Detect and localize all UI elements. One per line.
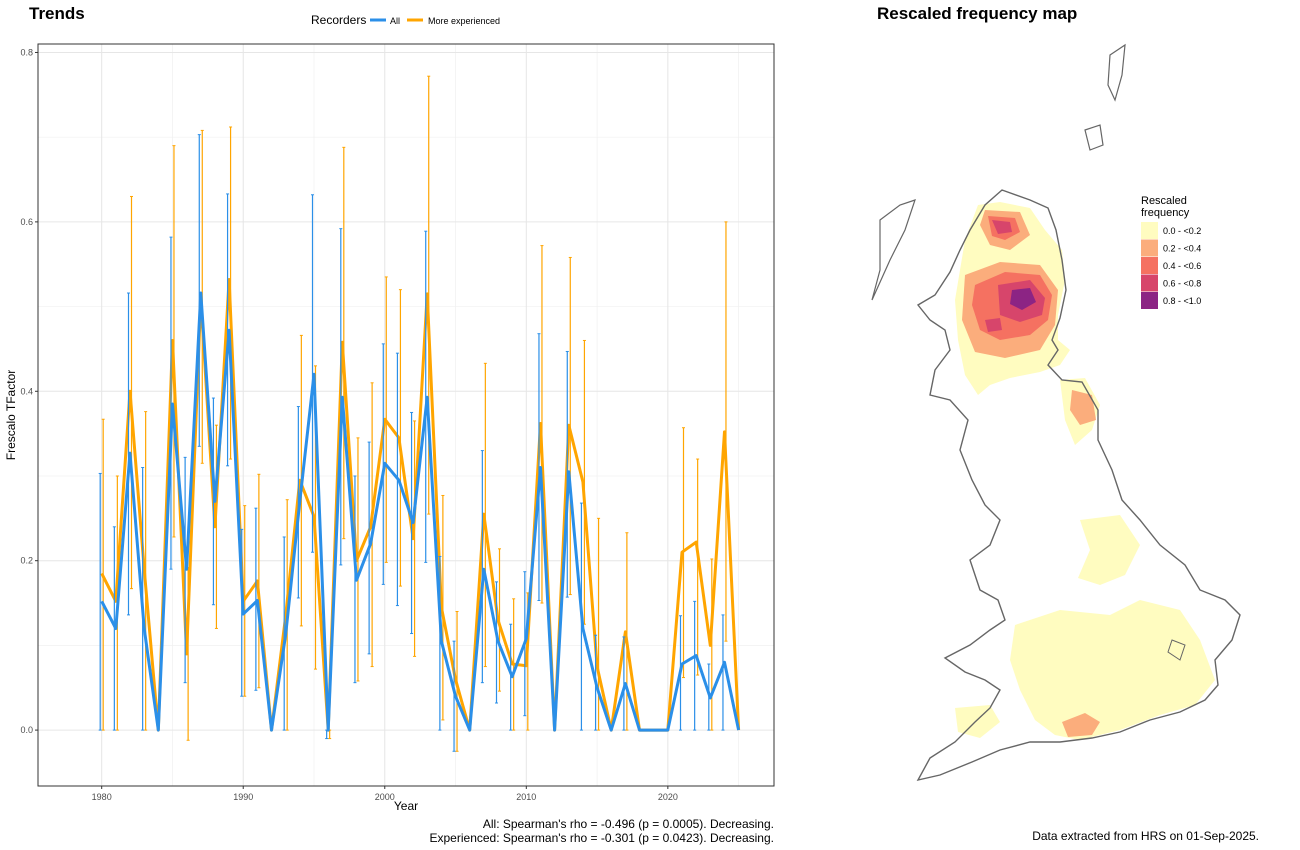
- stat-all: All: Spearman's rho = -0.496 (p = 0.0005…: [483, 817, 774, 831]
- chart-title: Trends: [29, 4, 85, 23]
- x-tick-label: 2000: [375, 792, 395, 802]
- x-tick-label: 2010: [516, 792, 536, 802]
- map-frequency-layer: [955, 202, 1215, 740]
- x-tick-label: 1990: [233, 792, 253, 802]
- map-outline-western-isles: [871, 199, 916, 301]
- map-legend-swatch: [1141, 292, 1158, 309]
- x-axis-ticks: 1980 1990 2000 2010 2020: [92, 786, 678, 802]
- freq-zone-midlands-low: [1078, 515, 1140, 585]
- freq-zone-west-higher: [985, 318, 1002, 332]
- freq-zone-highlands-peak: [1010, 288, 1036, 310]
- map-outline-orkney: [1084, 124, 1104, 151]
- map-legend-swatch: [1141, 274, 1158, 292]
- plot-panel-border: [37, 43, 775, 787]
- map-legend-label: 0.6 - <0.8: [1163, 279, 1201, 289]
- y-tick-label: 0.4: [20, 386, 33, 396]
- map-legend-label: 0.2 - <0.4: [1163, 244, 1201, 254]
- stat-experienced: Experienced: Spearman's rho = -0.301 (p …: [430, 831, 775, 845]
- map-legend-title-line1: Rescaled: [1141, 195, 1187, 207]
- series-layer: [98, 75, 741, 752]
- map-legend-swatch: [1141, 257, 1158, 274]
- grid-lines: [38, 44, 774, 786]
- map-outline-shetland: [1107, 43, 1126, 102]
- map-title: Rescaled frequency map: [877, 4, 1077, 23]
- x-tick-label: 1980: [92, 792, 112, 802]
- series-more-experienced: [100, 75, 741, 752]
- y-tick-label: 0.0: [20, 725, 33, 735]
- series-all: [98, 134, 741, 752]
- trend-chart: Trends Recorders All More experienced 0.…: [4, 4, 775, 845]
- freq-zone-east-coast-mid: [1070, 390, 1096, 425]
- map-legend-swatch: [1141, 239, 1158, 257]
- map-legend-title-line2: frequency: [1141, 207, 1190, 219]
- map-legend-label: 0.0 - <0.2: [1163, 226, 1201, 236]
- freq-zone-south-low: [1010, 600, 1215, 740]
- chart-legend: Recorders All More experienced: [311, 13, 500, 27]
- y-axis-label: Frescalo TFactor: [4, 370, 18, 460]
- y-tick-label: 0.2: [20, 556, 33, 566]
- data-source-note: Data extracted from HRS on 01-Sep-2025.: [1032, 829, 1259, 843]
- frequency-map: Rescaled frequency map Rescaled frequenc…: [871, 4, 1259, 843]
- freq-zone-southwest-low: [955, 705, 1000, 738]
- map-legend-label: 0.4 - <0.6: [1163, 261, 1201, 271]
- freq-zone-south-coast-mid: [1062, 713, 1100, 737]
- legend-label-more-experienced: More experienced: [428, 16, 500, 26]
- map-outline-east-coast-detail: [1167, 639, 1186, 661]
- legend-label-all: All: [390, 16, 400, 26]
- y-tick-label: 0.6: [20, 217, 33, 227]
- map-legend: Rescaled frequency 0.0 - <0.20.2 - <0.40…: [1141, 195, 1201, 309]
- map-legend-label: 0.8 - <1.0: [1163, 296, 1201, 306]
- legend-title: Recorders: [311, 13, 366, 27]
- map-outline-great-britain: [916, 189, 1241, 782]
- x-tick-label: 2020: [658, 792, 678, 802]
- y-tick-label: 0.8: [20, 47, 33, 57]
- map-legend-swatch: [1141, 222, 1158, 239]
- x-axis-label: Year: [394, 799, 418, 813]
- freq-zone-north-higher: [992, 220, 1012, 234]
- y-axis-ticks: 0.0 0.2 0.4 0.6 0.8: [20, 47, 38, 735]
- series-line: [100, 291, 741, 732]
- map-legend-entries: 0.0 - <0.2 0.2 - <0.4 0.4 - <0.6 0.6 - <0.8…: [1141, 222, 1201, 309]
